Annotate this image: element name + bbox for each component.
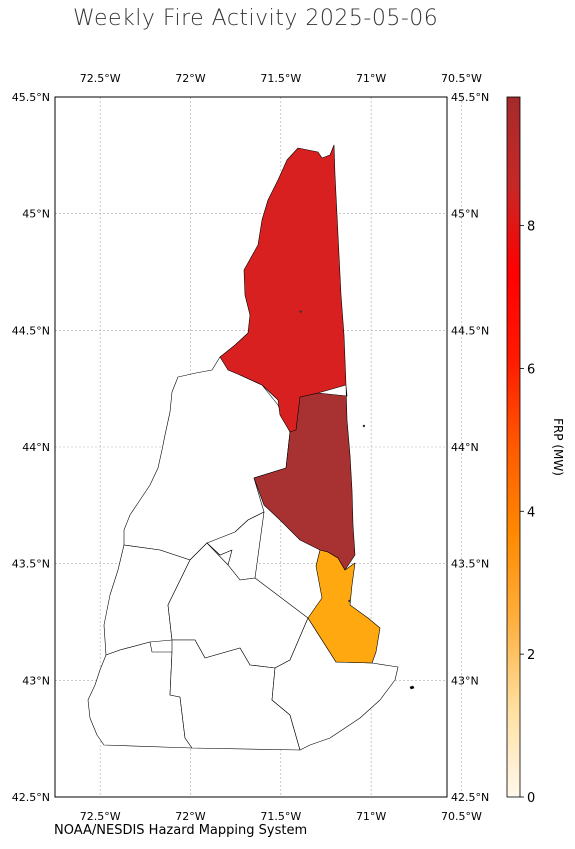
county-coos (219, 144, 347, 433)
fire-detection-point (348, 599, 351, 603)
lat-tick-label-right: 43.5°N (451, 558, 489, 571)
lat-tick-label-right: 44.5°N (451, 324, 489, 337)
county-carroll (253, 384, 356, 571)
lat-tick-label-right: 44°N (451, 441, 479, 454)
fire-detection-point (299, 310, 302, 313)
lon-tick-label-bottom: 72°W (175, 810, 205, 823)
colorbar: 0 2 4 6 8 FRP (MW) (506, 96, 565, 806)
fire-points-layer (299, 310, 366, 603)
colorbar-tick-label: 4 (527, 505, 535, 520)
lon-tick-label-bottom: 70.5°W (441, 810, 482, 823)
lon-tick-label-bottom: 71.5°W (260, 810, 301, 823)
colorbar-tick-label: 8 (527, 220, 535, 235)
lat-tick-label-left: 42.5°N (12, 791, 50, 804)
colorbar-tick-label: 6 (527, 362, 535, 377)
lat-tick-label-right: 45°N (451, 208, 479, 221)
lat-tick-label-right: 45.5°N (451, 91, 489, 104)
lat-tick-label-left: 43.5°N (12, 558, 50, 571)
lon-tick-label-bottom: 72.5°W (80, 810, 121, 823)
colorbar-label: FRP (MW) (551, 418, 565, 476)
lon-tick-label-top: 71.5°W (260, 72, 301, 85)
lon-tick-label-top: 70.5°W (441, 72, 482, 85)
lon-tick-label-bottom: 71°W (356, 810, 386, 823)
lat-tick-label-left: 45.5°N (12, 91, 50, 104)
lat-tick-label-right: 43°N (451, 674, 479, 687)
axis-labels: 72.5°W 72.5°W 72°W 72°W 71.5°W 71.5°W 71°W 71°W… (12, 72, 489, 823)
colorbar-tick-label: 0 (527, 791, 535, 806)
map-title: Weekly Fire Activity 2025-05-06 (73, 6, 439, 31)
lat-tick-label-left: 43°N (22, 674, 50, 687)
lon-tick-label-top: 71°W (356, 72, 386, 85)
lat-tick-label-left: 44°N (22, 441, 50, 454)
data-source-credit: NOAA/NESDIS Hazard Mapping System (54, 823, 308, 838)
fire-detection-point (362, 424, 366, 428)
lat-tick-label-left: 45°N (22, 208, 50, 221)
plot-frame (54, 96, 448, 798)
counties-layer (87, 144, 415, 751)
lon-tick-label-top: 72°W (175, 72, 205, 85)
island (409, 685, 415, 690)
lat-tick-label-right: 42.5°N (451, 791, 489, 804)
lon-tick-label-top: 72.5°W (80, 72, 121, 85)
colorbar-tick-label: 2 (527, 648, 535, 663)
lat-tick-label-left: 44.5°N (12, 324, 50, 337)
colorbar-gradient (506, 96, 521, 798)
